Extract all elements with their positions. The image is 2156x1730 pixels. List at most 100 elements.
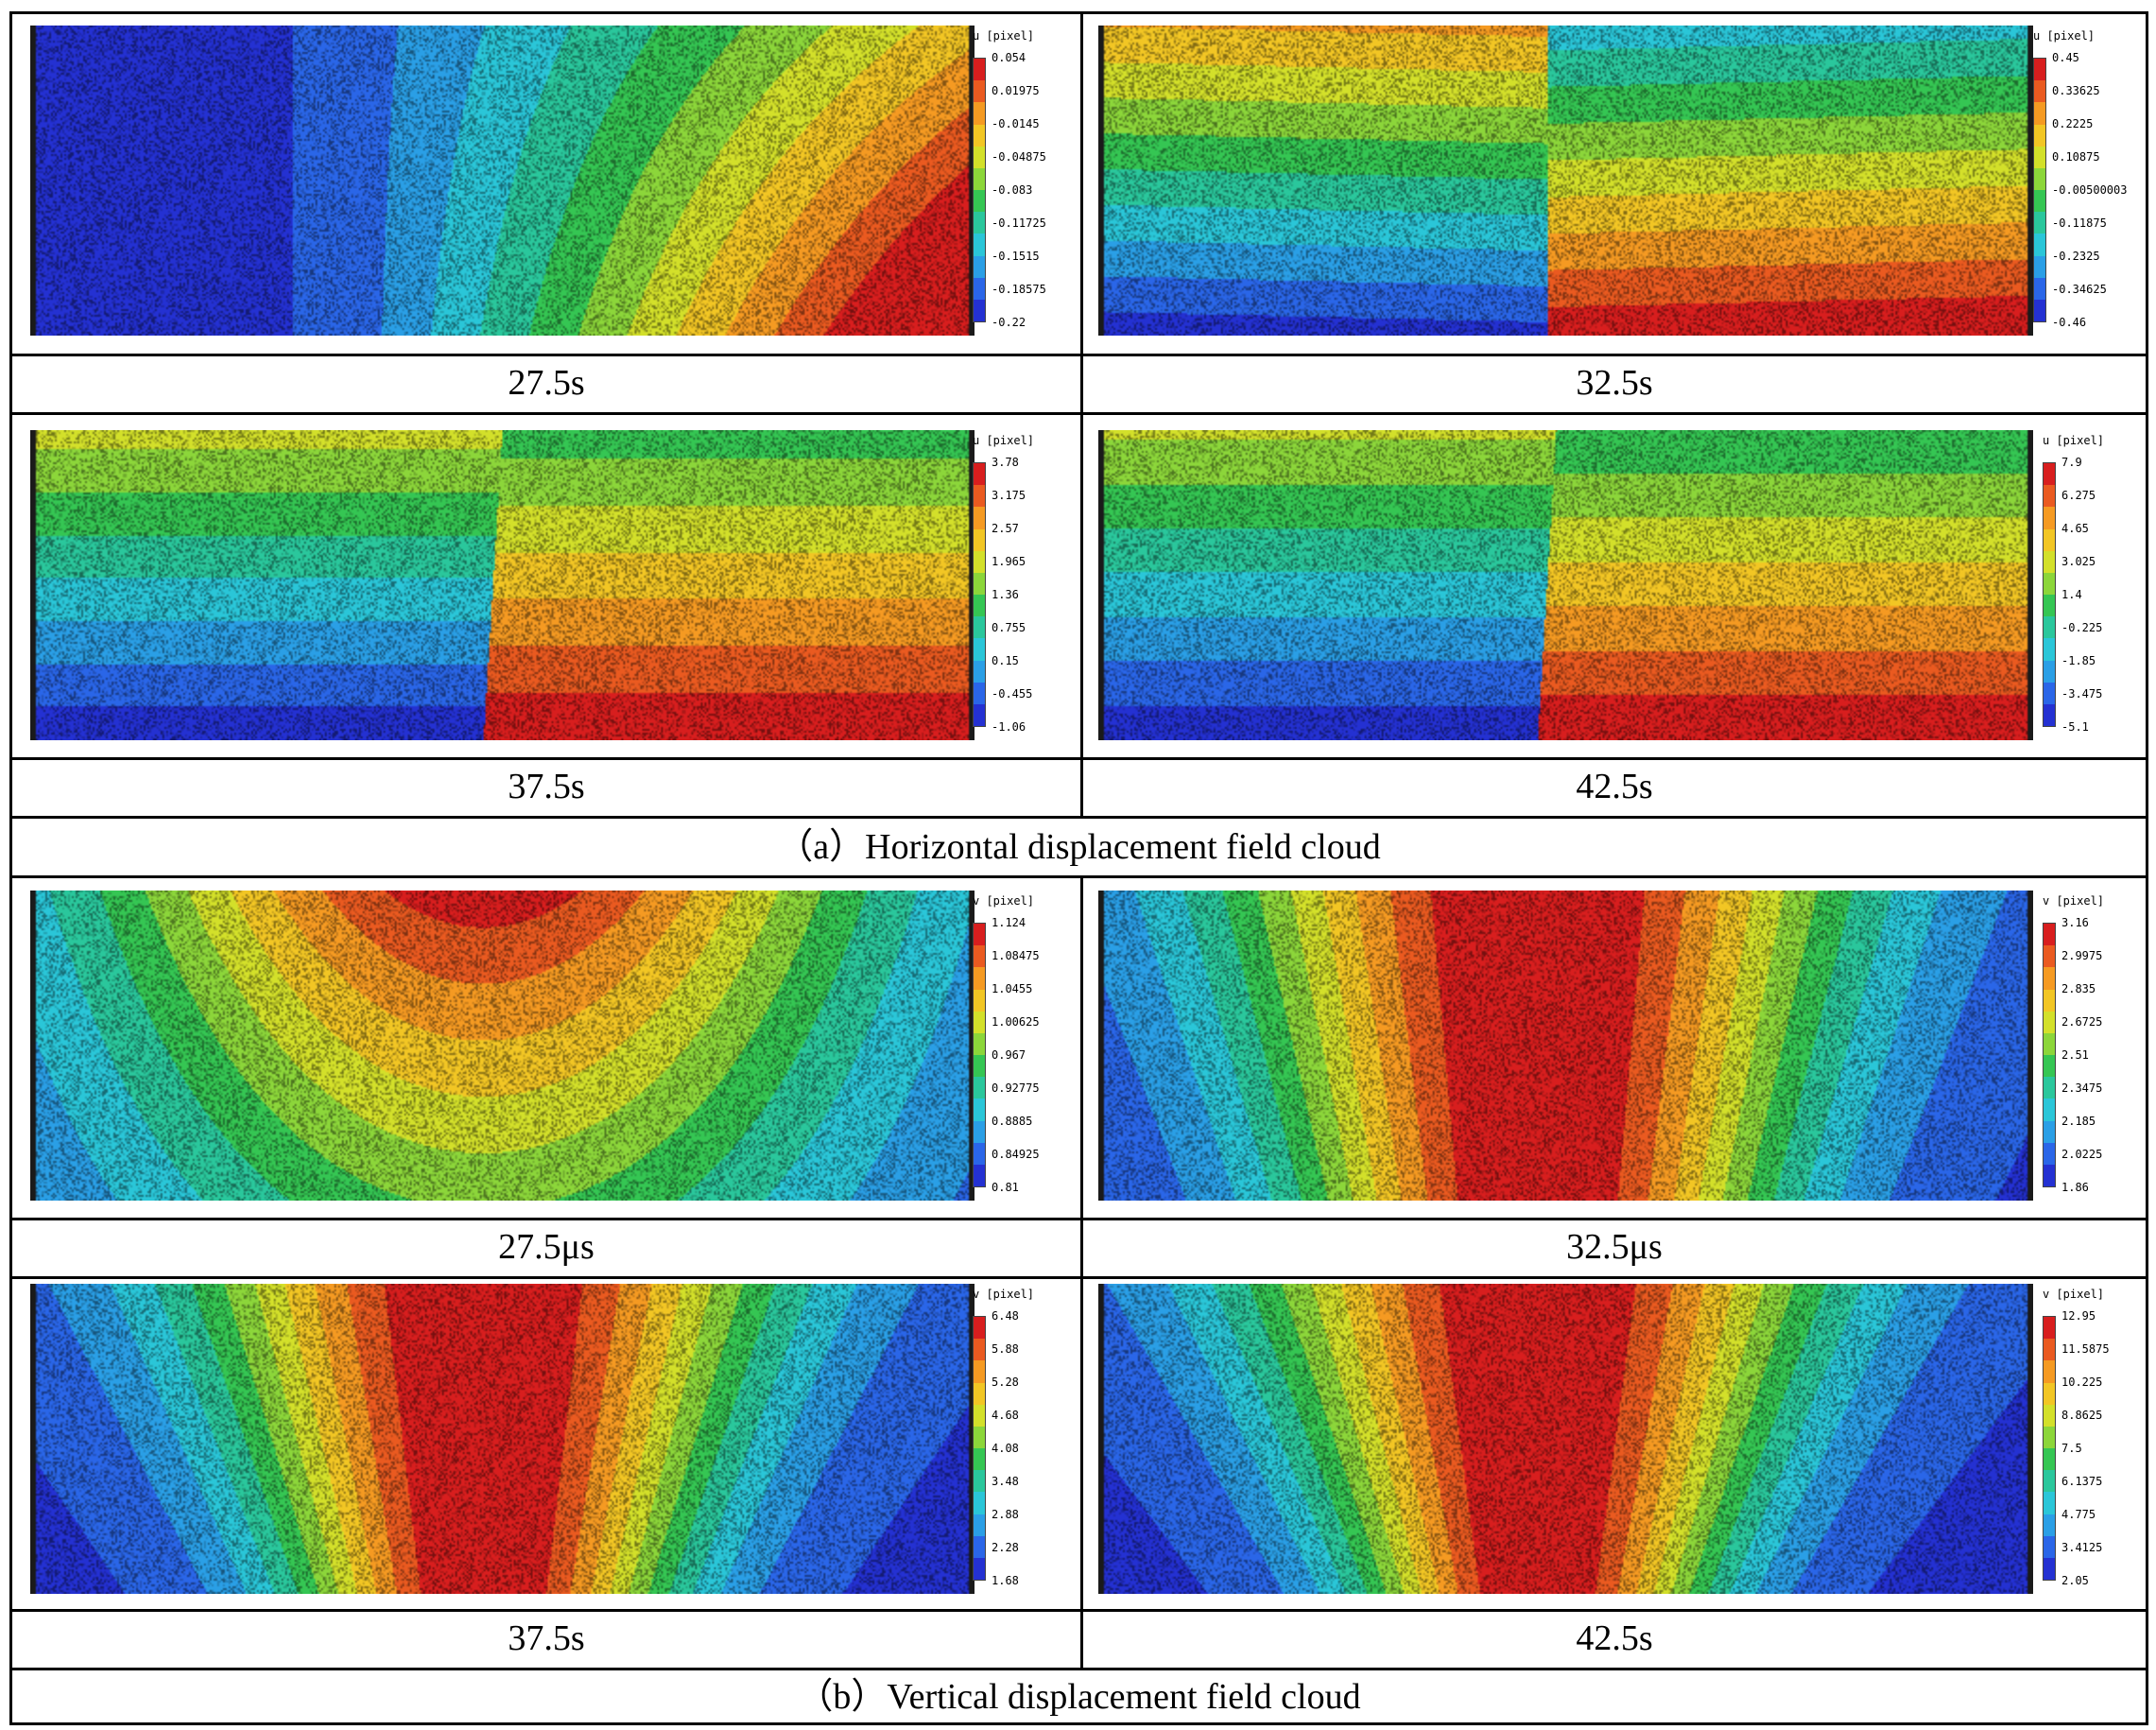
legend-tick: 0.2225 (2052, 117, 2094, 130)
color-bar-segment (2044, 1032, 2055, 1056)
displacement-canvas (1098, 26, 2033, 336)
legend-tick: 1.0455 (992, 982, 1033, 995)
displacement-canvas (1098, 1284, 2033, 1594)
legend-title: u [pixel] (973, 29, 1035, 43)
legend-v-37: v [pixel] 6.48 5.88 5.28 4.68 4.08 3.48 … (973, 1288, 1077, 1600)
color-bar-segment (974, 80, 985, 103)
color-bar-segment (974, 1055, 985, 1078)
color-bar-segment (2044, 507, 2055, 529)
legend-tick: 4.08 (992, 1442, 1019, 1455)
displacement-map-v-37 (30, 1284, 975, 1594)
color-bar-segment (2034, 59, 2045, 81)
color-bar-segment (2044, 595, 2055, 617)
color-bar-segment (974, 682, 985, 704)
color-bar-segment (2044, 616, 2055, 639)
legend-tick: 6.48 (992, 1309, 1019, 1323)
color-bar-segment (2044, 660, 2055, 683)
color-bar-segment (974, 945, 985, 968)
legend-tick: 0.15 (992, 654, 1019, 667)
legend-tick: 1.36 (992, 588, 1019, 601)
legend-tick: 0.054 (992, 51, 1026, 64)
color-bar-segment (2044, 1142, 2055, 1165)
color-bar-segment (974, 1404, 985, 1427)
figure-table: u [pixel] 0.054 0.01975 -0.0145 -0.04875… (9, 11, 2148, 1725)
color-bar-segment (974, 1535, 985, 1558)
panel-caption: 32.5s (1576, 363, 1653, 403)
color-bar-segment (2044, 989, 2055, 1012)
color-bar-segment (974, 616, 985, 639)
legend-tick: 0.755 (992, 621, 1026, 634)
legend-tick: 4.775 (2061, 1508, 2096, 1521)
legend-tick: 2.51 (2061, 1048, 2089, 1062)
legend-tick: 0.01975 (992, 84, 1040, 97)
color-bar-segment (2034, 167, 2045, 191)
color-bar-segment (2044, 1514, 2055, 1536)
legend-tick: 0.33625 (2052, 84, 2100, 97)
legend-tick: 0.81 (992, 1181, 1019, 1194)
legend-tick: -0.11725 (992, 216, 1046, 230)
color-bar-segment (974, 1339, 985, 1361)
grid-line (12, 1609, 2146, 1612)
color-bar-segment (974, 1426, 985, 1449)
grid-line (12, 1668, 2146, 1670)
grid-line (12, 1218, 2146, 1220)
color-bar-segment (2044, 1382, 2055, 1405)
color-bar-segment (974, 299, 985, 322)
legend-tick: 7.9 (2061, 456, 2082, 469)
legend-tick: 0.45 (2052, 51, 2079, 64)
color-bar-segment (2044, 1360, 2055, 1383)
grid-line (12, 1276, 2146, 1279)
legend-h-32: u [pixel] 0.45 0.33625 0.2225 0.10875 -0… (2033, 29, 2142, 341)
color-bar-segment (2034, 212, 2045, 234)
color-bar-segment (974, 528, 985, 551)
color-bar-segment (2044, 1426, 2055, 1449)
grid-line (1080, 14, 1083, 816)
displacement-canvas (30, 891, 975, 1201)
color-bar-segment (974, 924, 985, 946)
legend-tick: -0.11875 (2052, 216, 2107, 230)
legend-h-27: u [pixel] 0.054 0.01975 -0.0145 -0.04875… (973, 29, 1077, 341)
color-bar-segment (2044, 682, 2055, 704)
color-bar-segment (974, 967, 985, 990)
color-bar-segment (974, 146, 985, 168)
legend-tick: -5.1 (2061, 720, 2089, 734)
color-bar (973, 1316, 986, 1581)
color-bar-segment (974, 1077, 985, 1099)
legend-tick: 8.8625 (2061, 1409, 2103, 1422)
color-bar-segment (974, 485, 985, 508)
legend-tick: 2.3475 (2061, 1081, 2103, 1095)
legend-tick: 1.68 (992, 1574, 1019, 1587)
color-bar-segment (974, 1032, 985, 1056)
color-bar-segment (2044, 1077, 2055, 1099)
panel-caption: 27.5μs (498, 1227, 595, 1267)
legend-v-32: v [pixel] 3.16 2.9975 2.835 2.6725 2.51 … (2043, 894, 2142, 1206)
legend-title: v [pixel] (973, 1288, 1035, 1301)
color-bar-segment (974, 1448, 985, 1471)
displacement-canvas (30, 26, 975, 336)
legend-tick: 2.57 (992, 522, 1019, 535)
legend-tick: -0.34625 (2052, 283, 2107, 296)
color-bar-segment (974, 1382, 985, 1405)
section-title-horizontal: （a）Horizontal displacement field cloud (777, 827, 1381, 867)
legend-tick: 3.78 (992, 456, 1019, 469)
color-bar (973, 58, 986, 322)
color-bar-segment (2044, 572, 2055, 596)
legend-v-42: v [pixel] 12.95 11.5875 10.225 8.8625 7.… (2043, 1288, 2142, 1600)
legend-title: v [pixel] (973, 894, 1035, 908)
legend-tick: -0.18575 (992, 283, 1046, 296)
color-bar-segment (2044, 1404, 2055, 1427)
color-bar-segment (2044, 528, 2055, 551)
color-bar-segment (974, 277, 985, 300)
color-bar-segment (974, 102, 985, 125)
legend-tick: 12.95 (2061, 1309, 2096, 1323)
legend-tick: 0.8885 (992, 1115, 1033, 1128)
legend-tick: -1.85 (2061, 654, 2096, 667)
color-bar-segment (2034, 146, 2045, 168)
legend-tick: 0.92775 (992, 1081, 1040, 1095)
displacement-map-h-32 (1098, 26, 2033, 336)
displacement-canvas (30, 430, 975, 740)
legend-tick: 3.4125 (2061, 1541, 2103, 1554)
color-bar-segment (2044, 1164, 2055, 1187)
color-bar-segment (2034, 102, 2045, 125)
color-bar-segment (974, 255, 985, 278)
